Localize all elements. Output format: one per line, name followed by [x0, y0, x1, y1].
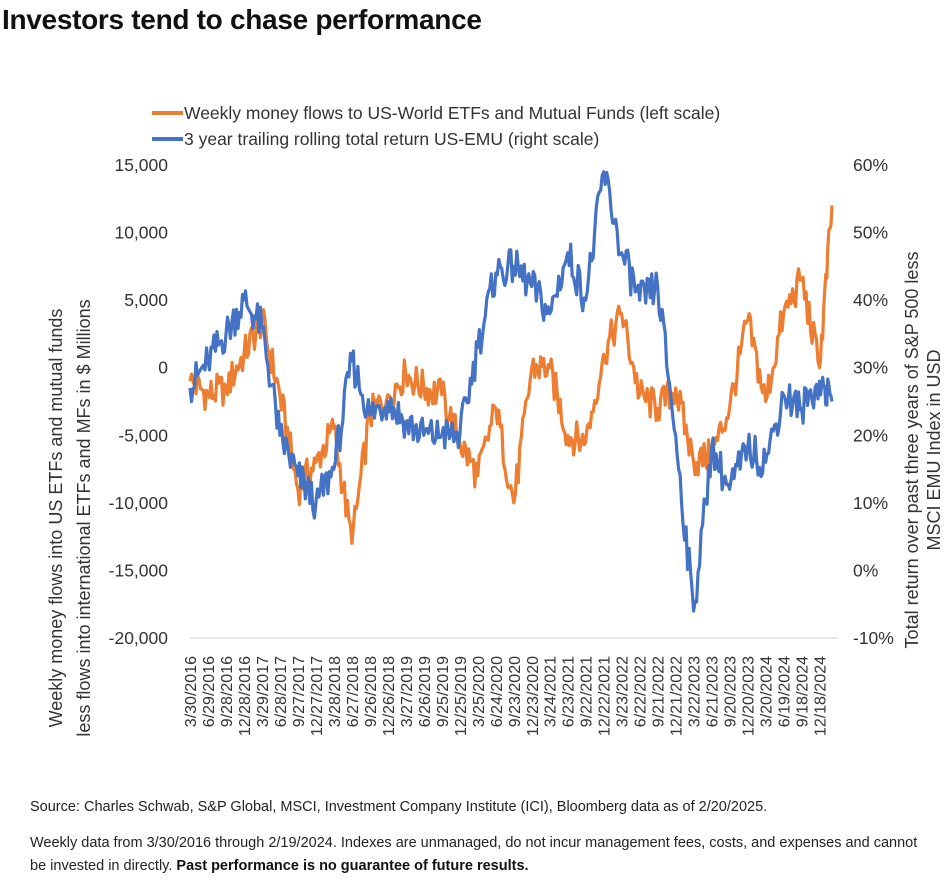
x-tick-label: 12/20/2023	[741, 656, 758, 736]
x-tick-label: 3/25/2020	[471, 656, 488, 727]
x-tick-label: 12/22/2021	[597, 656, 614, 736]
x-tick-label: 3/23/2022	[615, 656, 632, 727]
disclaimer-text: Weekly data from 3/30/2016 through 2/19/…	[30, 835, 918, 874]
left-axis-title-line1: Weekly money flows into US ETFs and mutu…	[46, 309, 66, 728]
x-tick-label: 3/30/2016	[183, 656, 200, 727]
right-tick-label: 50%	[853, 223, 888, 243]
x-tick-label: 12/18/2024	[813, 656, 830, 736]
x-tick-label: 12/27/2017	[309, 656, 326, 736]
x-tick-label: 3/27/2019	[399, 656, 416, 727]
chart: Weekly money flows to US-World ETFs and …	[46, 103, 944, 737]
x-axis-ticks: 3/30/2016 6/29/2016 9/28/2016 12/28/2016 3/2…	[183, 656, 830, 736]
x-tick-label: 12/23/2020	[525, 656, 542, 736]
x-tick-label: 6/29/2016	[201, 656, 218, 727]
x-tick-label: 12/26/2018	[381, 656, 398, 736]
x-tick-label: 6/23/2021	[561, 656, 578, 727]
right-tick-label: 40%	[853, 290, 888, 310]
disclaimer-note: Weekly data from 3/30/2016 through 2/19/…	[30, 832, 930, 878]
right-tick-label: -10%	[853, 628, 894, 648]
right-tick-label: 20%	[853, 425, 888, 445]
x-tick-label: 6/24/2020	[489, 656, 506, 727]
x-tick-label: 6/19/2024	[777, 656, 794, 727]
x-tick-label: 9/20/2023	[723, 656, 740, 727]
left-tick-label: -15,000	[109, 560, 169, 580]
legend-label-orange: Weekly money flows to US-World ETFs and …	[184, 103, 720, 123]
left-tick-label: 5,000	[124, 290, 168, 310]
right-tick-label: 0%	[853, 560, 878, 580]
left-tick-label: -20,000	[109, 628, 169, 648]
x-tick-label: 9/23/2020	[507, 656, 524, 727]
x-tick-label: 6/22/2022	[633, 656, 650, 727]
x-tick-label: 9/25/2019	[435, 656, 452, 727]
x-tick-label: 9/27/2017	[291, 656, 308, 727]
right-tick-label: 60%	[853, 155, 888, 175]
x-tick-label: 3/24/2021	[543, 656, 560, 727]
source-note: Source: Charles Schwab, S&P Global, MSCI…	[30, 799, 768, 815]
x-tick-label: 9/18/2024	[795, 656, 812, 727]
left-axis-title-line2: less flows into international ETFs and M…	[74, 299, 94, 736]
legend: Weekly money flows to US-World ETFs and …	[152, 103, 720, 149]
x-tick-label: 6/27/2018	[345, 656, 362, 727]
x-tick-label: 6/26/2019	[417, 656, 434, 727]
x-tick-label: 3/29/2017	[255, 656, 272, 727]
left-tick-label: -5,000	[118, 425, 168, 445]
series-line-blue	[188, 170, 834, 613]
x-tick-label: 6/21/2023	[705, 656, 722, 727]
left-axis-ticks: 15,000 10,000 5,000 0 -5,000 -10,000 -15,000 -2…	[109, 155, 169, 648]
left-tick-label: 0	[158, 358, 168, 378]
legend-label-blue: 3 year trailing rolling total return US-…	[184, 129, 599, 149]
x-tick-label: 6/28/2017	[273, 656, 290, 727]
page-title: Investors tend to chase performance	[2, 4, 482, 35]
series-line-orange	[188, 205, 834, 545]
x-tick-label: 12/21/2022	[669, 656, 686, 736]
right-axis-title-line1: Total return over past three years of S&…	[902, 252, 922, 649]
x-tick-label: 9/26/2018	[363, 656, 380, 727]
disclaimer-bold: Past performance is no guarantee of futu…	[176, 858, 529, 874]
x-tick-label: 3/20/2024	[759, 656, 776, 727]
left-tick-label: -10,000	[109, 493, 169, 513]
right-tick-label: 10%	[853, 493, 888, 513]
x-tick-label: 9/28/2016	[219, 656, 236, 727]
x-tick-label: 3/28/2018	[327, 656, 344, 727]
x-tick-label: 9/21/2022	[651, 656, 668, 727]
x-tick-label: 12/28/2016	[237, 656, 254, 736]
right-axis-title-line2: MSCI EMU Index in USD	[924, 349, 944, 550]
x-tick-label: 9/22/2021	[579, 656, 596, 727]
right-tick-label: 30%	[853, 358, 888, 378]
right-axis-ticks: 60% 50% 40% 30% 20% 10% 0% -10%	[853, 155, 894, 648]
left-tick-label: 10,000	[114, 223, 168, 243]
x-tick-label: 12/25/2019	[453, 656, 470, 736]
left-tick-label: 15,000	[114, 155, 168, 175]
x-tick-label: 3/22/2023	[687, 656, 704, 727]
